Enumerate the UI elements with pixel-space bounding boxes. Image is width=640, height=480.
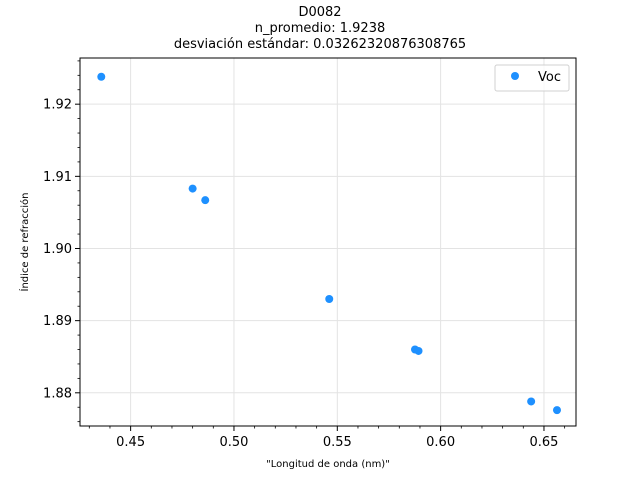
x-tick-label: 0.50 bbox=[219, 435, 248, 450]
y-tick-label: 1.90 bbox=[43, 242, 72, 257]
y-tick-label: 1.92 bbox=[43, 98, 72, 113]
data-points bbox=[97, 72, 561, 415]
chart-title-line-3: desviación estándar: 0.03262320876308765 bbox=[173, 37, 467, 52]
legend: Voc bbox=[494, 64, 570, 92]
axes-frame bbox=[79, 57, 577, 427]
data-point bbox=[201, 196, 210, 205]
y-tick-label: 1.89 bbox=[43, 314, 72, 329]
data-point bbox=[325, 295, 334, 304]
y-tick-label: 1.91 bbox=[43, 170, 72, 185]
grid bbox=[80, 58, 576, 426]
y-axis-label: Índice de refracción bbox=[18, 193, 31, 292]
x-tick-label: 0.65 bbox=[529, 435, 558, 450]
data-point bbox=[97, 72, 106, 81]
data-point bbox=[414, 346, 423, 355]
legend-label: Voc bbox=[538, 70, 561, 85]
chart-title-line-2: n_promedio: 1.9238 bbox=[254, 21, 386, 36]
x-axis-label: "Longitud de onda (nm)" bbox=[266, 459, 390, 470]
x-tick-label: 0.60 bbox=[426, 435, 455, 450]
data-point bbox=[527, 397, 536, 406]
chart-title-line-1: D0082 bbox=[298, 5, 342, 20]
y-tick-label: 1.88 bbox=[43, 386, 72, 401]
data-point bbox=[552, 406, 561, 415]
legend-box bbox=[494, 64, 570, 92]
data-point bbox=[188, 184, 197, 193]
x-tick-label: 0.55 bbox=[323, 435, 352, 450]
x-tick-label: 0.45 bbox=[116, 435, 145, 450]
legend-marker bbox=[511, 72, 519, 80]
ticks: 0.45 0.50 0.55 0.60 0.65 1.88 1.89 1.90 1.91 1.92 bbox=[43, 60, 566, 450]
